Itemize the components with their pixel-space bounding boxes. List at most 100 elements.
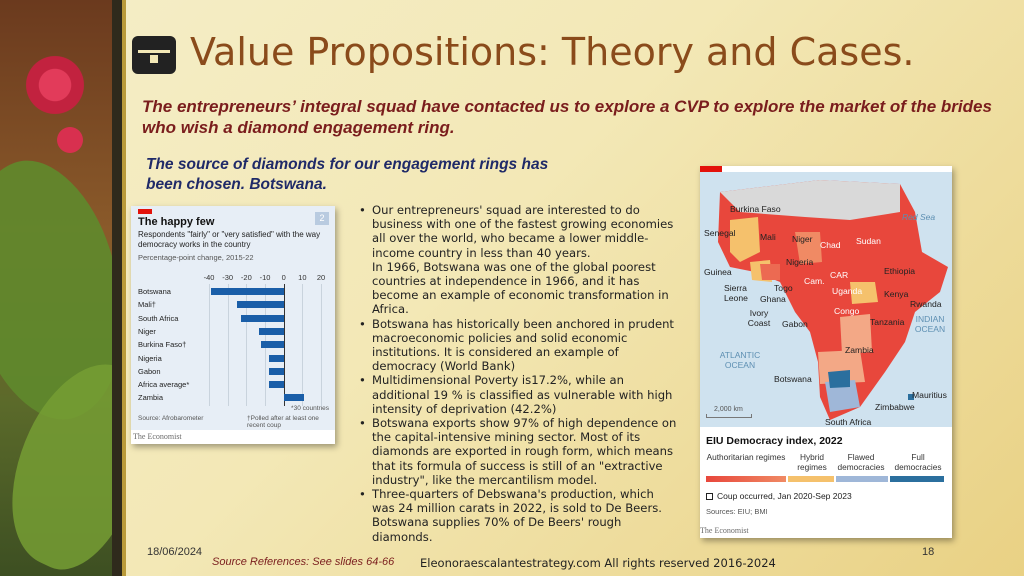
economist-red-tag [138,209,152,214]
bar [210,288,284,295]
chart-footnote: †Polled after at least one recent coup [247,415,319,429]
bullet-item: Our entrepreneurs' squad are interested … [356,203,680,260]
ocean-label: INDIAN OCEAN [914,314,946,334]
bar [268,354,284,362]
map-label: Chad [820,240,841,250]
chart-source: Source: Afrobarometer [138,415,204,422]
coup-box-icon [706,493,713,500]
legend-item: Authoritarian regimes [706,452,786,462]
slide-date: 18/06/2024 [147,546,203,558]
x-tick-label: 20 [316,273,326,282]
copyright-text: Eleonoraescalantestrategy.com All rights… [420,556,776,570]
map-label: Senegal [704,228,736,238]
x-tick-label: -40 [203,273,215,282]
bullet-item: Multidimensional Poverty is17.2%, while … [356,373,680,416]
source-references: Source References: See slides 64-66 [212,556,395,568]
bullet-item: Three-quarters of Debswana's production,… [356,487,680,544]
map-label: Burkina Faso [730,204,781,214]
map-source: Sources: EIU; BMI [706,507,768,516]
map-label: Rwanda [910,299,942,309]
map-label: Gabon [782,319,808,329]
category-label: South Africa [138,313,179,323]
map-label: Ivory Coast [747,308,771,328]
legend-swatch-authoritarian [706,476,786,482]
x-tick-label: -10 [259,273,271,282]
category-label: Nigeria [138,353,162,363]
legend-swatch-hybrid [788,476,834,482]
x-tick-label: -20 [240,273,252,282]
gridline [209,284,210,406]
map-label: Sudan [856,236,881,246]
x-tick-label: 0 [281,273,286,282]
map-scale-bar [706,414,752,418]
bar [261,341,284,349]
bar [283,394,305,402]
flower-decoration [40,110,100,170]
category-label: Mali† [138,300,156,310]
legend-item: Full democracies [894,452,942,472]
map-legend-title: EIU Democracy index, 2022 [706,435,843,447]
economist-red-tag [700,166,722,172]
map-label: CAR [830,270,849,280]
map-label: South Africa [825,417,872,427]
chart-unit-note: Percentage-point change, 2015-22 [138,253,254,262]
bar [237,301,284,309]
intro-text: The entrepreneurs’ integral squad have c… [142,97,992,137]
category-label: Botswana [138,287,171,296]
map-label: Ghana [760,294,786,304]
category-label: Gabon [138,366,161,376]
map-label: Nigeria [786,257,814,267]
map-label: Botswana [774,374,812,384]
gridline [246,284,248,406]
bullet-item: Botswana has historically been anchored … [356,317,680,374]
bullet-item: Botswana exports show 97% of high depend… [356,416,680,487]
bar [268,381,284,389]
map-label: Guinea [704,267,732,277]
map-scale-label: 2,000 km [714,406,743,413]
legend-item: Flawed democracies [837,452,885,472]
bar [268,367,284,375]
map-label: Zimbabwe [875,402,915,412]
map-label: Congo [834,306,860,316]
economist-credit: The Economist [700,526,749,535]
coup-label: Coup occurred, Jan 2020-Sep 2023 [717,491,852,501]
gridline [302,284,304,406]
category-label: Niger [138,326,156,336]
economist-credit: The Economist [133,432,182,441]
ocean-label: Red Sea [902,212,936,222]
democracy-map: Burkina Faso Senegal Mali Niger Chad Sud… [700,166,952,538]
bar [240,314,284,322]
zero-line [283,284,285,406]
bullet-list: Our entrepreneurs' squad are interested … [356,203,680,544]
x-tick-label: -30 [222,273,234,282]
africa-map [700,172,952,427]
map-label: Sierra Leone [724,283,748,303]
chart-badge: 2 [315,212,329,225]
chart-subtitle: Respondents "fairly" or "very satisfied"… [138,230,321,249]
map-label: Kenya [884,289,909,299]
page-number: 18 [922,546,935,558]
slide-title: Value Propositions: Theory and Cases. [190,30,915,74]
ocean-label: ATLANTIC OCEAN [719,350,761,370]
map-label: Tanzania [870,317,905,327]
chart-footnote: *30 countries [291,405,329,412]
map-label: Mauritius [912,390,947,400]
category-label: Zambia [138,393,164,403]
map-label: Ethiopia [884,266,916,276]
chart-title: The happy few [138,216,215,228]
map-label: Cam. [804,276,825,286]
gridline [321,284,322,406]
category-label: Africa average* [138,380,190,390]
map-label: Niger [792,234,813,244]
legend-swatch-full [890,476,944,482]
legend-item: Hybrid regimes [797,452,827,472]
happy-few-chart: 2 The happy few Respondents "fairly" or … [131,206,335,444]
category-label: Burkina Faso† [138,340,187,350]
subheading: The source of diamonds for our engagemen… [146,156,549,193]
map-label: Mali [760,232,776,242]
gridline [227,284,229,406]
map-label: Uganda [832,286,863,296]
chart-panel [131,206,335,430]
bar [259,327,284,335]
map-label: Togo [774,283,793,293]
